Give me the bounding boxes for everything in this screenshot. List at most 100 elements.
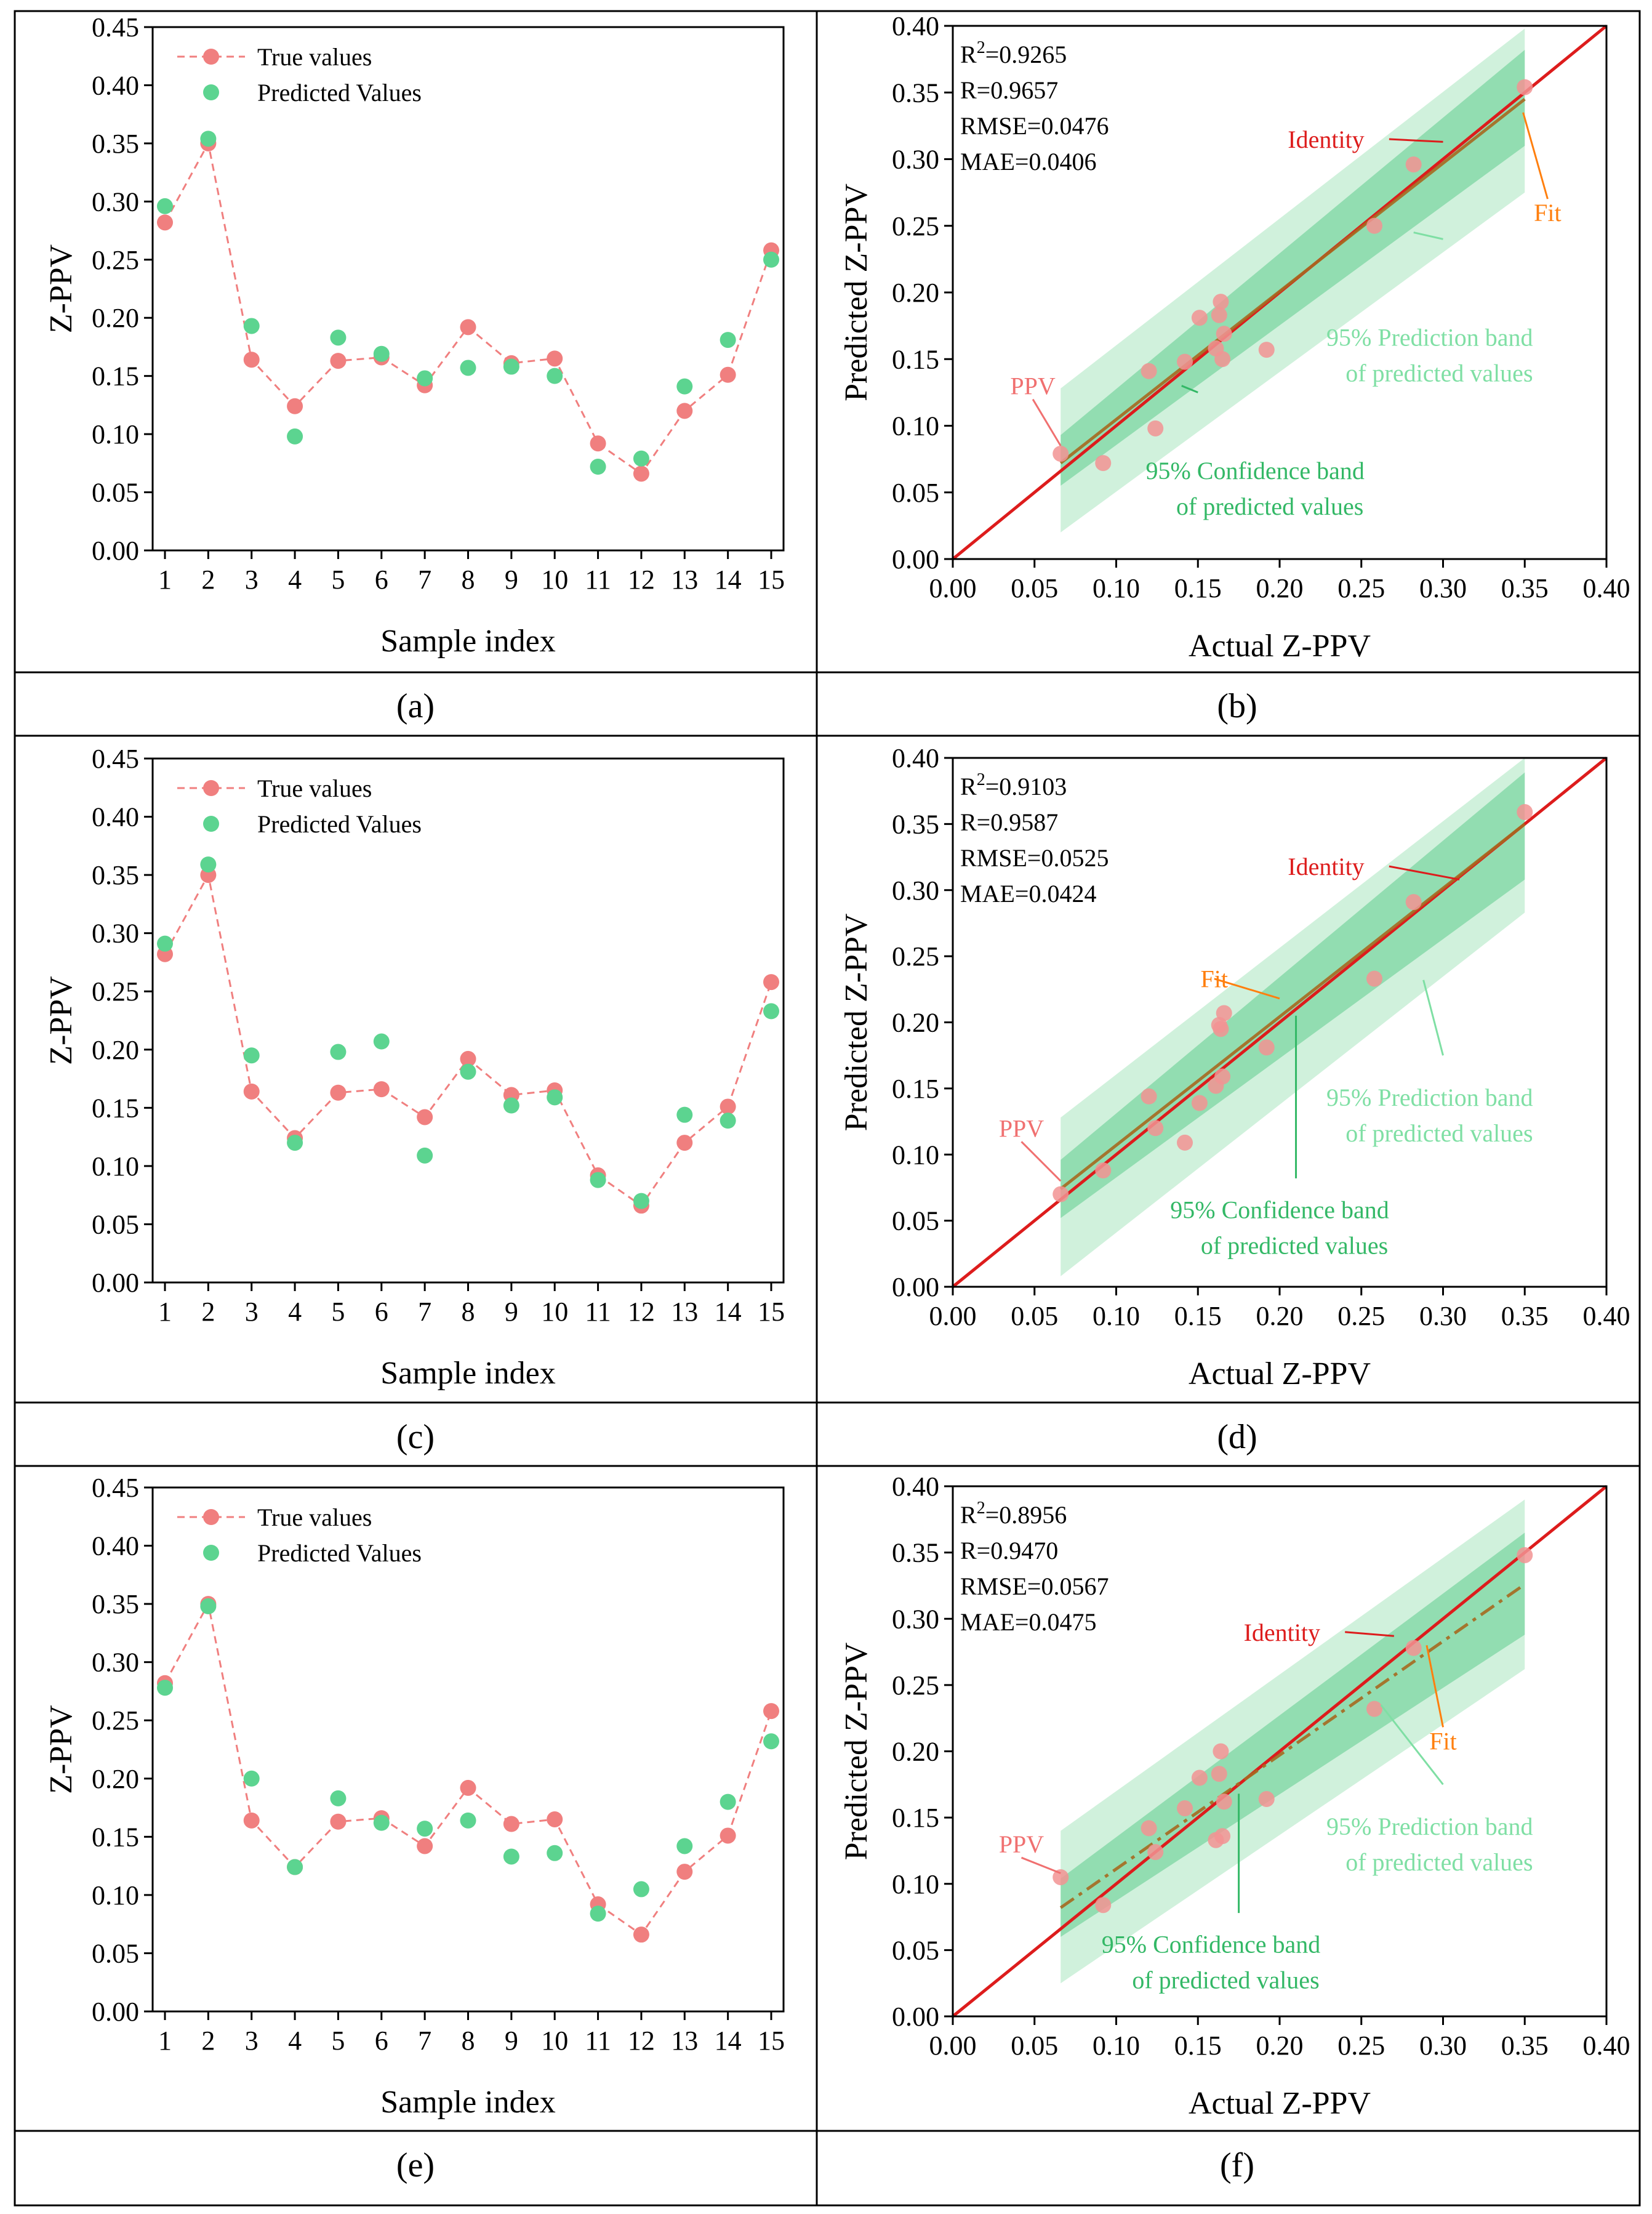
x-tick-label: 12 (628, 2026, 655, 2056)
stat-mae: MAE=0.0406 (960, 148, 1096, 175)
predicted-value-point (373, 1033, 390, 1050)
scatter-point (1517, 1547, 1533, 1563)
x-tick-label: 0.20 (1256, 1301, 1304, 1331)
stat-r: R=0.9587 (960, 808, 1058, 836)
predicted-value-point (157, 1680, 173, 1696)
scatter-point (1214, 1068, 1231, 1085)
x-tick-label: 6 (375, 1297, 388, 1327)
y-axis-title: Predicted Z-PPV (839, 183, 874, 401)
confidence-band-label-1: 95% Confidence band (1102, 1931, 1320, 1958)
x-axis-title: Actual Z-PPV (1189, 629, 1371, 664)
y-tick-label: 0.25 (892, 941, 939, 972)
y-tick-label: 0.35 (892, 78, 939, 108)
x-tick-label: 7 (418, 1297, 431, 1327)
predicted-value-point (720, 1793, 736, 1810)
predicted-value-point (590, 1172, 606, 1188)
legend-predicted-label: Predicted Values (257, 810, 422, 838)
x-tick-label: 5 (331, 565, 345, 595)
predicted-value-point (287, 428, 303, 445)
true-value-point (763, 974, 779, 991)
y-tick-label: 0.25 (92, 245, 139, 275)
prediction-band-label-1: 95% Prediction band (1326, 1084, 1533, 1111)
predicted-value-point (676, 1106, 693, 1123)
scatter-point (1216, 326, 1232, 342)
y-tick-label: 0.25 (892, 211, 939, 241)
true-value-point (720, 1098, 736, 1115)
predicted-value-point (157, 198, 173, 214)
x-tick-label: 8 (462, 565, 475, 595)
x-tick-label: 1 (158, 565, 172, 595)
legend-predicted-label: Predicted Values (257, 1539, 422, 1567)
y-tick-label: 0.20 (92, 1035, 139, 1065)
scatter-point (1258, 1790, 1275, 1807)
x-tick-label: 14 (715, 2026, 742, 2056)
true-value-point (243, 352, 260, 368)
x-tick-label: 0.40 (1583, 1301, 1630, 1331)
x-tick-label: 0.15 (1174, 1301, 1222, 1331)
y-tick-label: 0.00 (92, 1268, 139, 1298)
x-tick-label: 5 (331, 1297, 345, 1327)
predicted-value-point (633, 1193, 649, 1209)
true-value-point (460, 319, 476, 336)
y-tick-label: 0.30 (92, 919, 139, 949)
x-tick-label: 9 (505, 565, 518, 595)
line-chart-c: 0.00 0.05 0.10 0.15 0.20 0.25 0.30 0.35 0.40 0.45… (44, 744, 785, 1391)
y-tick-label: 0.30 (892, 145, 939, 175)
confidence-band-label-1: 95% Confidence band (1145, 457, 1364, 485)
y-tick-label: 0.35 (92, 860, 139, 890)
stat-r-squared: R2=0.9265 (960, 38, 1067, 68)
x-tick-label: 9 (505, 2026, 518, 2056)
panel-label-d: (d) (1217, 1418, 1257, 1456)
scatter-point (1214, 1828, 1231, 1845)
predicted-value-point (200, 1598, 217, 1614)
legend-true-marker (203, 780, 219, 796)
x-axis-title: Sample index (380, 2085, 556, 2120)
scatter-point (1191, 310, 1208, 326)
predicted-value-point (503, 1848, 519, 1865)
y-tick-label: 0.05 (92, 1938, 139, 1968)
y-tick-label: 0.20 (892, 1008, 939, 1038)
y-tick-label: 0.40 (92, 70, 139, 100)
x-tick-label: 5 (331, 2026, 345, 2056)
y-tick-label: 0.35 (892, 1538, 939, 1568)
scatter-chart-f: 0.000.00 0.05 0.05 0.10 0.10 0.15 0.15 0.20 0.20… (839, 1471, 1630, 2121)
predicted-value-point (503, 358, 519, 375)
predicted-value-point (547, 1845, 563, 1861)
x-tick-label: 0.20 (1256, 2031, 1304, 2061)
x-tick-label: 0.35 (1501, 573, 1549, 603)
prediction-band-label-2: of predicted values (1345, 1848, 1533, 1876)
scatter-point (1141, 363, 1157, 379)
true-value-point (763, 1703, 779, 1720)
true-value-point (243, 1083, 260, 1100)
scatter-point (1095, 1897, 1112, 1914)
scatter-point (1053, 445, 1069, 462)
x-tick-label: 4 (288, 1297, 302, 1327)
y-tick-label: 0.10 (892, 411, 939, 441)
scatter-point (1141, 1820, 1157, 1837)
x-tick-label: 2 (201, 565, 215, 595)
x-tick-label: 0.35 (1501, 2031, 1549, 2061)
x-tick-label: 2 (201, 1297, 215, 1327)
predicted-value-point (460, 360, 476, 376)
y-tick-label: 0.20 (92, 1764, 139, 1794)
scatter-point (1405, 1640, 1422, 1656)
ppv-annotation: PPV (999, 1830, 1044, 1858)
y-tick-label: 0.15 (892, 1074, 939, 1104)
x-tick-label: 8 (462, 1297, 475, 1327)
true-value-point (676, 403, 693, 419)
y-tick-label: 0.45 (92, 12, 139, 42)
predicted-value-point (200, 856, 217, 873)
x-axis-title: Sample index (380, 1356, 556, 1391)
x-tick-label: 10 (541, 565, 568, 595)
scatter-point (1191, 1769, 1208, 1786)
x-tick-label: 0.40 (1583, 2031, 1630, 2061)
y-tick-label: 0.10 (892, 1140, 939, 1170)
predicted-value-point (676, 378, 693, 395)
x-tick-label: 0.20 (1256, 573, 1304, 603)
x-tick-label: 10 (541, 1297, 568, 1327)
scatter-point (1216, 1005, 1232, 1021)
prediction-band-arrow (1422, 980, 1444, 1056)
y-tick-label: 0.00 (892, 544, 939, 574)
ppv-arrow (1020, 1141, 1062, 1182)
